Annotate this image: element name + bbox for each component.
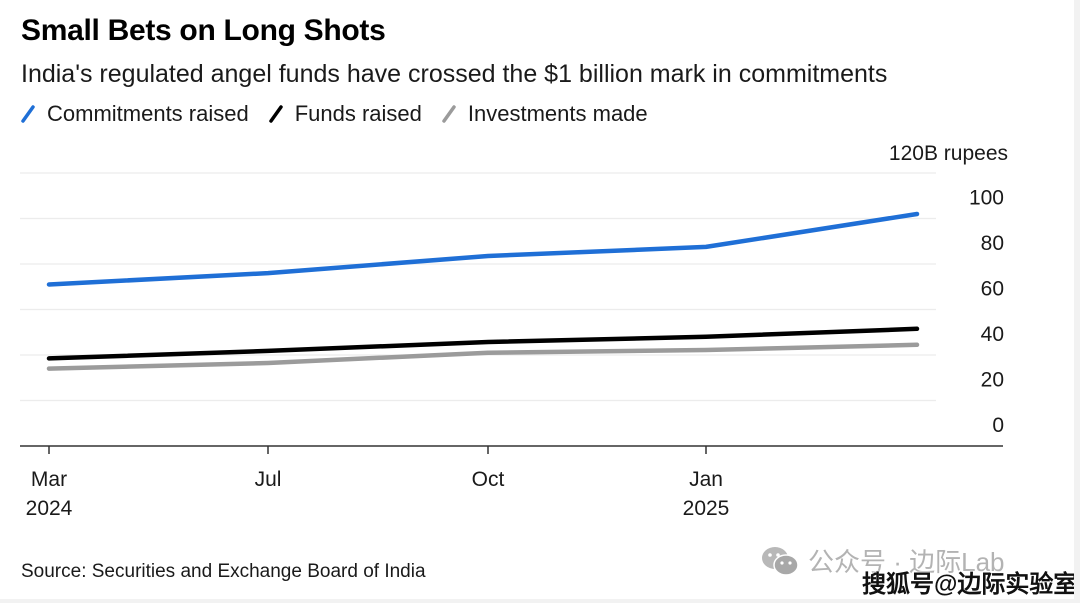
source-note: Source: Securities and Exchange Board of… (21, 561, 426, 582)
series-line-funds-raised (46, 326, 920, 361)
y-tick-label: 80 (981, 232, 1004, 255)
x-tick-label: Jul (255, 468, 282, 491)
y-tick-label: 60 (981, 278, 1004, 301)
legend-label: Commitments raised (47, 101, 249, 126)
legend-label: Investments made (467, 101, 648, 126)
frame-edge (0, 599, 1080, 603)
watermark-sohu: 搜狐号@边际实验室 (862, 571, 1078, 598)
x-tick-label: Mar (31, 468, 67, 491)
legend-swatch-commitments-icon (21, 105, 35, 123)
wechat-icon (762, 546, 799, 576)
legend-item-funds: Funds raised (268, 101, 422, 127)
watermark-wechat: 公众号 · 边际Lab (760, 542, 1005, 579)
x-tick-year-label: 2024 (26, 497, 73, 520)
watermark-text: 公众号 · 边际Lab (808, 547, 1005, 577)
legend-label: Funds raised (294, 101, 422, 126)
y-tick-label: 20 (981, 369, 1004, 392)
legend-item-investments: Investments made (442, 101, 648, 127)
y-tick-label: 100 (969, 187, 1004, 210)
y-tick-label: 40 (981, 323, 1004, 346)
legend-swatch-investments-icon (442, 105, 456, 123)
legend: Commitments raised Funds raised Investme… (21, 101, 668, 127)
legend-item-commitments: Commitments raised (21, 101, 249, 127)
chart-title: Small Bets on Long Shots (21, 14, 386, 47)
series-line-investments-made (46, 342, 920, 371)
x-tick-label: Oct (472, 468, 505, 491)
legend-swatch-funds-icon (268, 105, 283, 123)
series-line-commitments-raised (46, 211, 920, 287)
frame-edge (1074, 0, 1080, 603)
y-tick-label: 0 (992, 414, 1004, 437)
x-tick-label: Jan (689, 468, 723, 491)
y-axis-unit-label: 120B rupees (888, 142, 1008, 165)
chart-subtitle: India's regulated angel funds have cross… (21, 60, 888, 88)
x-tick-year-label: 2025 (683, 497, 730, 520)
